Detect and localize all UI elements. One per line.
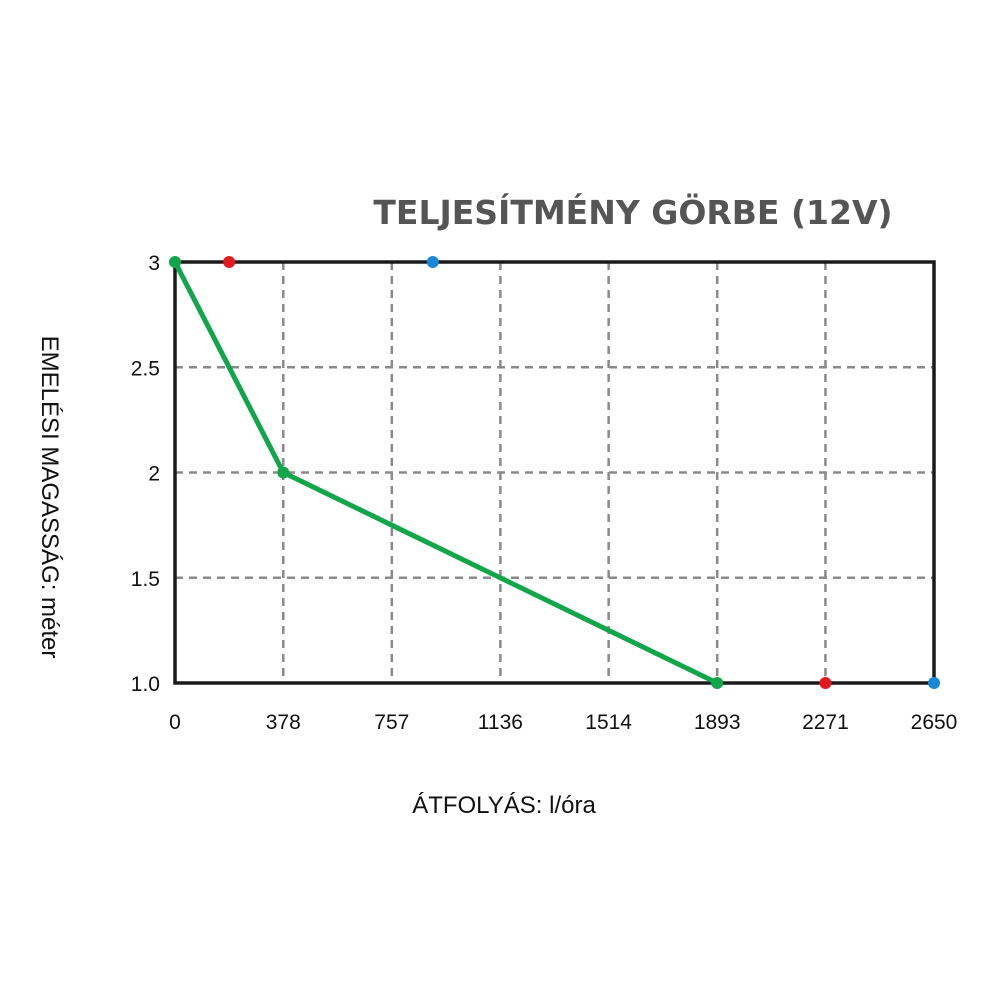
y-tick-label: 3: [148, 252, 160, 275]
y-tick-label: 2.5: [131, 357, 160, 380]
marker-point: [426, 256, 439, 268]
series-point: [169, 256, 181, 268]
y-axis-label: EMELÉSI MAGASSÁG: méter: [36, 336, 63, 659]
marker-point: [819, 677, 832, 689]
y-tick-labels: 1.0 1.5 2 2.5 3: [131, 252, 160, 696]
x-tick-label: 378: [266, 711, 301, 734]
y-tick-label: 1.5: [131, 568, 160, 591]
marker-point: [928, 677, 940, 689]
x-tick-label: 2271: [802, 711, 849, 734]
x-tick-label: 0: [169, 711, 181, 734]
x-axis-label: ÁTFOLYÁS: l/óra: [412, 792, 596, 819]
y-tick-label: 1.0: [131, 673, 160, 696]
x-tick-label: 2650: [911, 711, 958, 734]
y-tick-label: 2: [148, 463, 160, 486]
x-tick-label: 1136: [478, 711, 523, 734]
x-tick-label: 1893: [694, 711, 741, 734]
x-tick-label: 757: [374, 711, 409, 734]
marker-point: [223, 256, 236, 268]
plot-frame: [173, 260, 936, 685]
x-tick-labels: 0 378 757 1136 1514 1893 2271 2650: [169, 711, 957, 734]
chart-grid: [175, 262, 934, 683]
series-point: [277, 466, 290, 479]
series-point: [711, 677, 724, 689]
series-layer: [169, 256, 940, 689]
x-tick-label: 1514: [585, 711, 632, 734]
chart-title: TELJESÍTMÉNY GÖRBE (12V): [373, 192, 892, 232]
